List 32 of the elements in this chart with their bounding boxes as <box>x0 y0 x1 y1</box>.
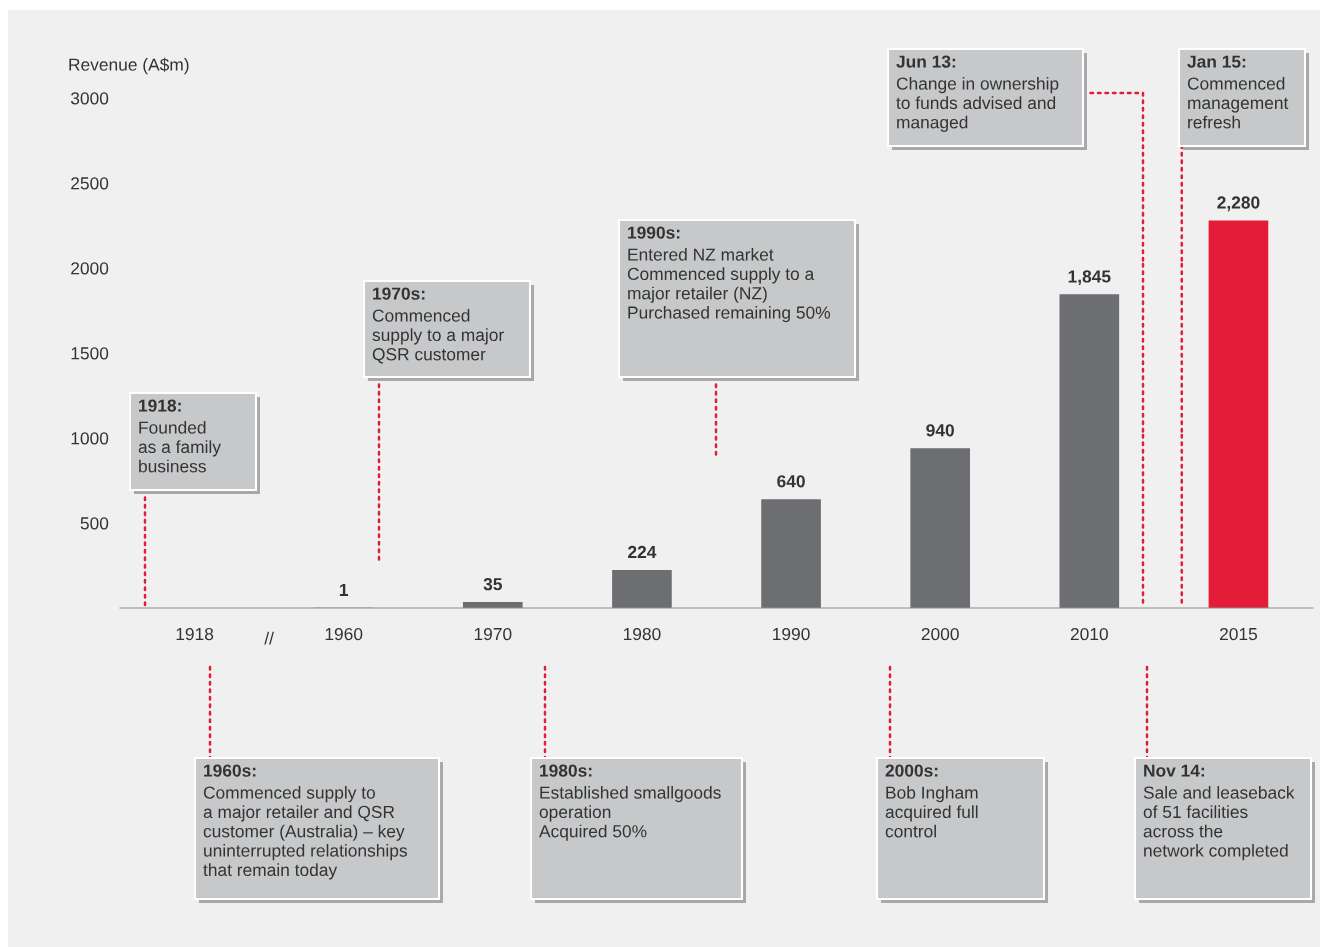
y-tick-label: 1500 <box>71 347 109 360</box>
annotation: 1918: Founded as a family business <box>138 399 221 473</box>
y-tick-label: 2000 <box>71 262 109 275</box>
data-label: 1 <box>339 583 349 596</box>
annotation: Jun 13: Change in ownership to funds advised and managed <box>896 55 1059 132</box>
data-label: 2,280 <box>1217 196 1260 212</box>
x-tick-label: 2000 <box>921 627 959 641</box>
text: Nov 14: Sale and leaseback of 51 facilities across the network completed <box>1143 764 1295 861</box>
x-tick-label: 1980 <box>623 627 661 641</box>
annotation: 1970s: Commenced supply to a major QSR customer <box>372 287 504 364</box>
x-tick-label: 1918 <box>176 627 214 641</box>
text: 1960s: Commenced supply to a major retailer and QSR customer (Australia) – key uninterrupted relationships that remain today <box>203 764 407 880</box>
data-label: 640 <box>777 475 805 488</box>
text: 1980s: Established smallgoods operation Acquired 50% <box>539 764 721 841</box>
annotation: Jan 15: Commenced management refresh <box>1187 55 1289 129</box>
x-tick-label: 2010 <box>1070 627 1108 641</box>
y-tick-label: 1000 <box>71 432 109 445</box>
y-axis-title: Revenue (A$m) <box>69 57 189 75</box>
y-tick-label: 500 <box>80 517 109 530</box>
data-label: 224 <box>628 545 657 558</box>
x-tick-label: 1970 <box>474 627 512 641</box>
text: 2000s: Bob Ingham acquired full control <box>885 764 978 838</box>
data-label: 940 <box>926 424 954 437</box>
x-tick-label: 1990 <box>773 627 810 641</box>
data-label: 35 <box>483 577 502 591</box>
text: // <box>264 631 274 645</box>
y-tick-label: 2500 <box>71 177 109 190</box>
annotation: 1990s: Entered NZ market Commenced supply to a major retailer (NZ) Purchased remaining 50% <box>627 226 831 323</box>
x-tick-label: 2015 <box>1220 627 1258 641</box>
data-label: 1,845 <box>1068 270 1111 286</box>
y-tick-label: 3000 <box>70 92 109 105</box>
x-tick-label: 1960 <box>325 627 363 641</box>
